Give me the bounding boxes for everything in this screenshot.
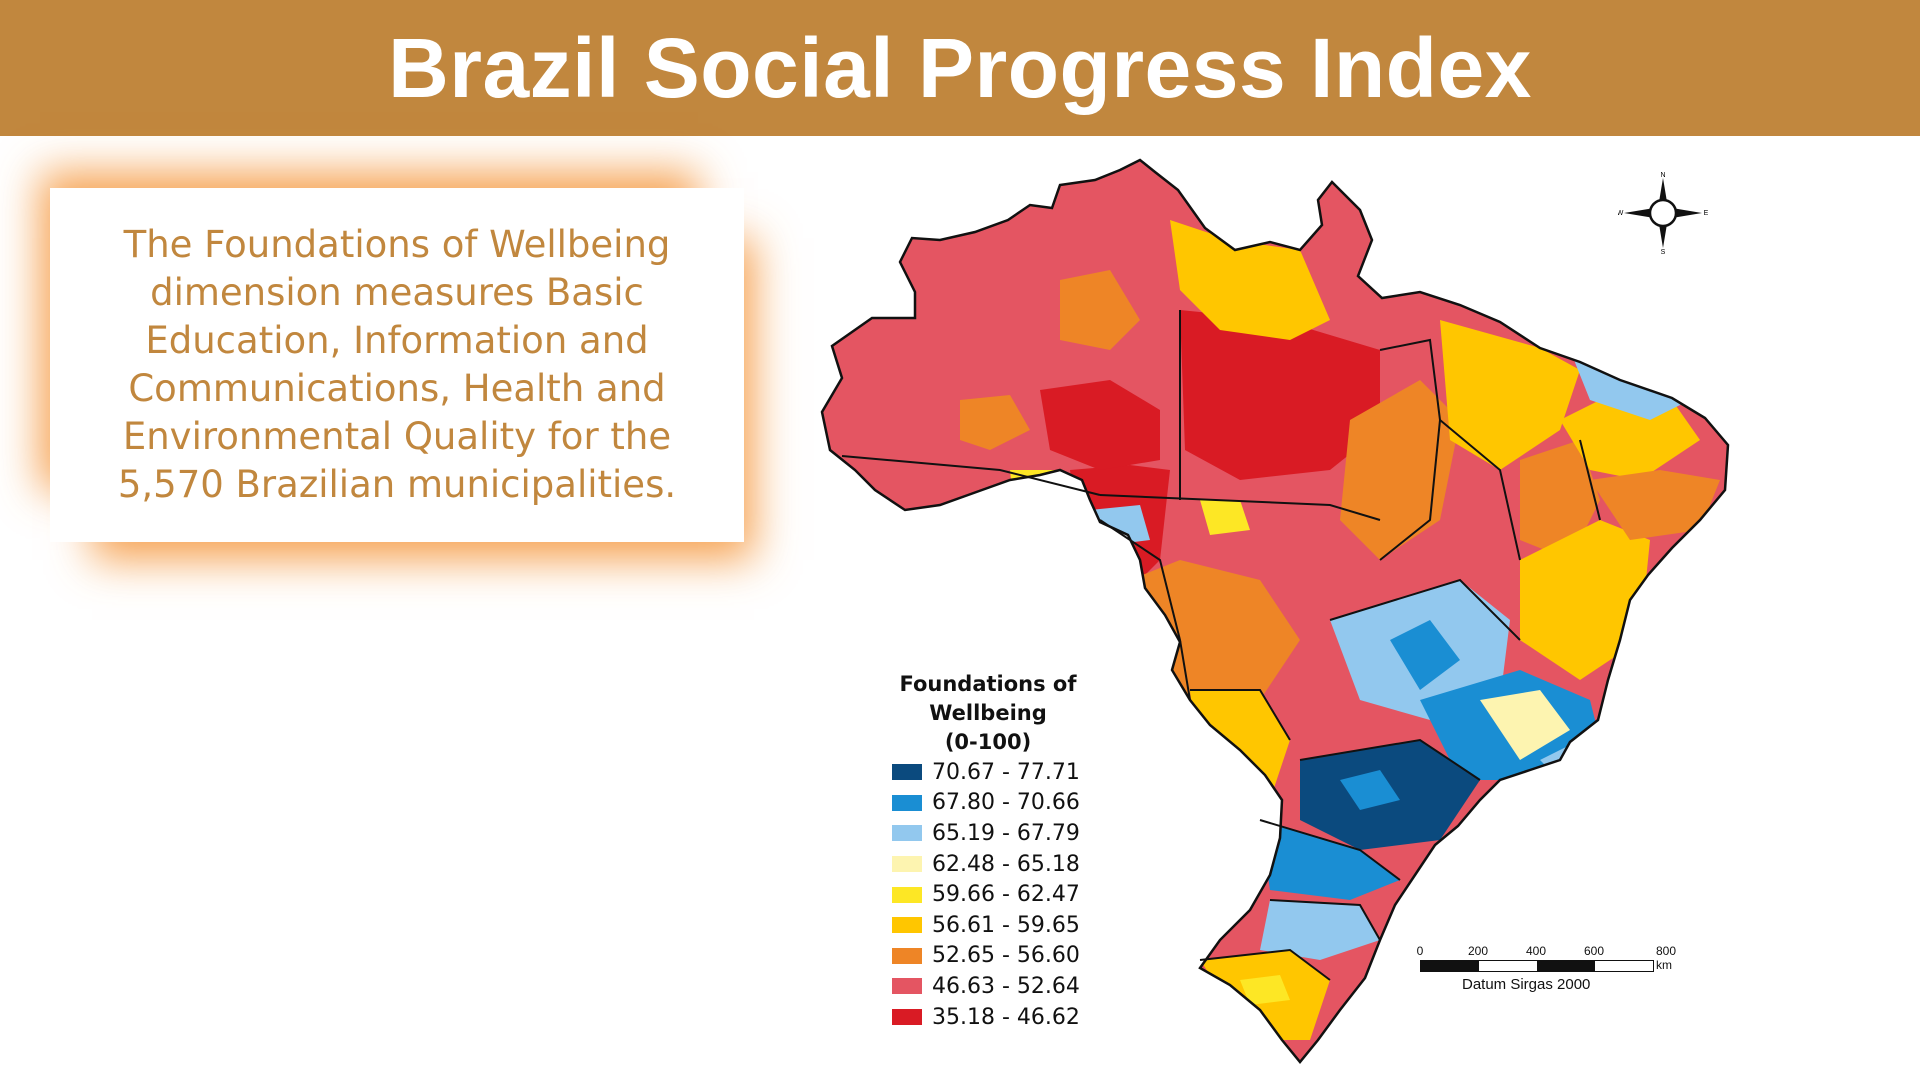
scale-tick-label: 0 — [1416, 944, 1424, 958]
region-maranhao — [1440, 320, 1580, 470]
legend-swatch — [892, 825, 922, 842]
page-title: Brazil Social Progress Index — [388, 20, 1532, 115]
region-amapa-para-north — [1170, 220, 1330, 340]
scale-tick-label: 600 — [1583, 944, 1605, 958]
state-borders — [841, 310, 1601, 981]
scale-tick-label: 200 — [1467, 944, 1489, 958]
legend-entry: 70.67 - 77.71 — [848, 757, 1148, 788]
description-text: The Foundations of Wellbeing dimension m… — [117, 223, 677, 506]
legend-swatch — [892, 947, 922, 964]
legend-label: 56.61 - 59.65 — [932, 912, 1080, 938]
legend-entry: 67.80 - 70.66 — [848, 788, 1148, 819]
region-amazonas-center — [960, 395, 1030, 450]
legend-swatch — [892, 978, 922, 995]
description-card: The Foundations of Wellbeing dimension m… — [50, 188, 744, 542]
legend-title: Foundations of Wellbeing (0-100) — [848, 670, 1128, 757]
legend-label: 67.80 - 70.66 — [932, 790, 1080, 816]
map-legend: Foundations of Wellbeing (0-100) 70.67 -… — [848, 670, 1148, 1032]
legend-entries: 70.67 - 77.71 67.80 - 70.66 65.19 - 67.79 6… — [848, 757, 1148, 1032]
scale-datum: Datum Sirgas 2000 — [1462, 976, 1591, 993]
scale-bar-graphic — [1420, 960, 1654, 972]
region-santa-catarina — [1260, 900, 1380, 960]
legend-label: 70.67 - 77.71 — [932, 759, 1080, 785]
region-sao-paulo-inner — [1340, 770, 1400, 810]
region-roraima-south — [1060, 270, 1140, 350]
region-parana — [1260, 820, 1400, 900]
legend-swatch — [892, 764, 922, 781]
scale-tick-label: 800 km — [1655, 944, 1677, 972]
scale-ticks: 0 200 400 600 800 km — [1416, 944, 1678, 972]
legend-label: 35.18 - 46.62 — [932, 1004, 1080, 1030]
legend-entry: 62.48 - 65.18 — [848, 849, 1148, 880]
legend-entry: 52.65 - 56.60 — [848, 941, 1148, 972]
scale-tick-label: 400 — [1525, 944, 1547, 958]
legend-swatch — [892, 794, 922, 811]
region-amazonas-east — [1040, 380, 1160, 470]
compass-s: S — [1661, 249, 1666, 254]
legend-title-line2: (0-100) — [944, 730, 1032, 754]
compass-n: N — [1660, 172, 1665, 179]
legend-title-line1: Foundations of Wellbeing — [899, 672, 1077, 725]
region-pernambuco — [1590, 470, 1720, 540]
legend-swatch — [892, 886, 922, 903]
legend-swatch — [892, 917, 922, 934]
legend-entry: 35.18 - 46.62 — [848, 1002, 1148, 1033]
region-rs-inner — [1240, 975, 1290, 1005]
region-bahia — [1520, 520, 1650, 680]
legend-label: 46.63 - 52.64 — [932, 973, 1080, 999]
legend-label: 65.19 - 67.79 — [932, 820, 1080, 846]
title-banner: Brazil Social Progress Index — [0, 0, 1920, 136]
region-acre-patch — [1090, 505, 1150, 545]
legend-entry: 59.66 - 62.47 — [848, 879, 1148, 910]
legend-entry: 46.63 - 52.64 — [848, 971, 1148, 1002]
legend-label: 62.48 - 65.18 — [932, 851, 1080, 877]
region-para-south — [1180, 310, 1380, 480]
compass-rose-icon: N S W E — [1618, 172, 1708, 254]
region-mato-grosso-south — [1130, 560, 1300, 720]
region-goias-center — [1390, 620, 1460, 690]
legend-swatch — [892, 1009, 922, 1026]
scale-bar: 0 200 400 600 800 km Datum Sirgas 2000 — [1416, 944, 1678, 993]
legend-label: 59.66 - 62.47 — [932, 882, 1080, 908]
region-para-patch — [1200, 500, 1250, 535]
legend-swatch — [892, 856, 922, 873]
compass-w: W — [1618, 210, 1624, 217]
legend-label: 52.65 - 56.60 — [932, 943, 1080, 969]
legend-entry: 56.61 - 59.65 — [848, 910, 1148, 941]
legend-entry: 65.19 - 67.79 — [848, 818, 1148, 849]
compass-e: E — [1704, 210, 1708, 217]
region-minas-north — [1480, 690, 1570, 760]
